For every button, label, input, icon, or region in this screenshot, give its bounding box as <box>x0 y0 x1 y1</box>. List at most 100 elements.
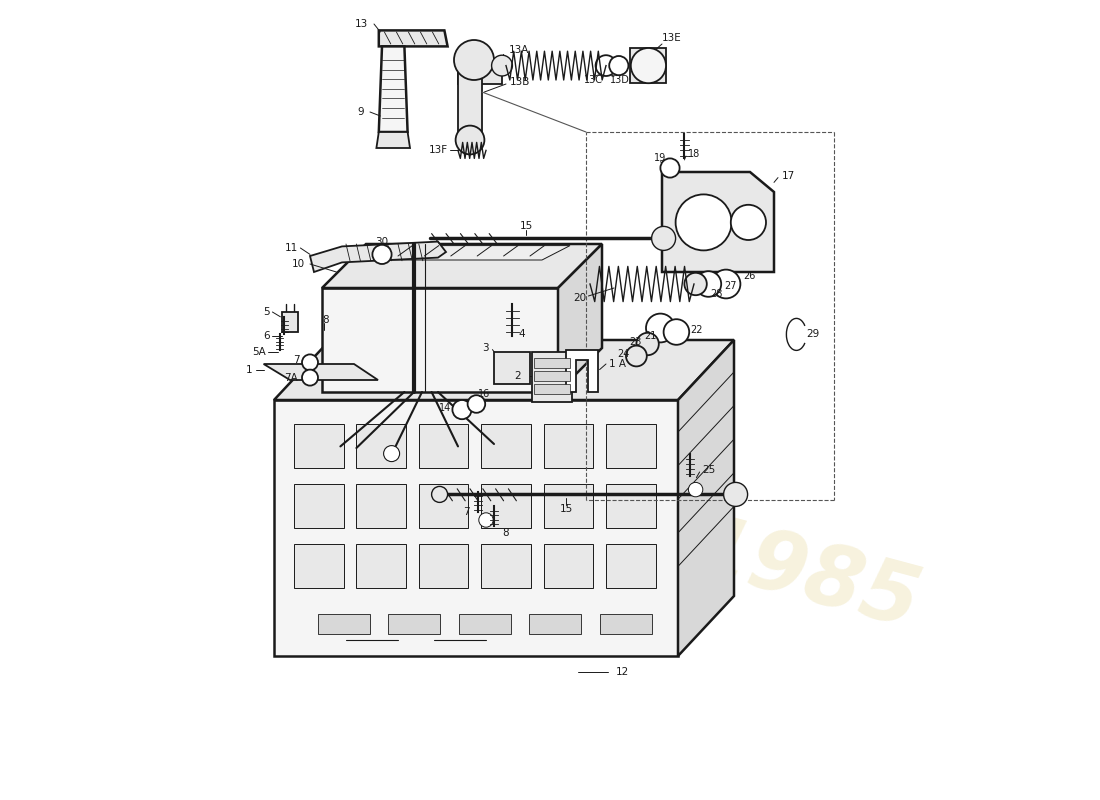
Circle shape <box>689 482 703 497</box>
Text: 17: 17 <box>782 171 795 181</box>
Text: 8: 8 <box>503 528 509 538</box>
Bar <box>481 424 531 468</box>
Bar <box>459 614 510 634</box>
Bar <box>481 484 531 528</box>
Polygon shape <box>558 244 602 392</box>
Text: 14: 14 <box>439 403 451 413</box>
Polygon shape <box>274 400 678 656</box>
Text: 21: 21 <box>644 331 657 341</box>
Text: 24: 24 <box>617 349 630 358</box>
Circle shape <box>609 56 628 75</box>
Circle shape <box>695 271 722 297</box>
Text: 8: 8 <box>322 315 329 325</box>
Text: 13B: 13B <box>510 77 530 86</box>
Text: 5A: 5A <box>252 347 266 357</box>
Text: 7: 7 <box>293 355 299 365</box>
Circle shape <box>651 226 675 250</box>
Polygon shape <box>378 30 448 46</box>
Circle shape <box>660 158 680 178</box>
Bar <box>543 424 593 468</box>
Text: 1: 1 <box>245 365 252 374</box>
Bar <box>294 544 343 588</box>
Text: 27: 27 <box>725 282 737 291</box>
Polygon shape <box>494 352 530 384</box>
Bar <box>606 424 656 468</box>
Circle shape <box>492 55 513 76</box>
Polygon shape <box>458 60 502 84</box>
Circle shape <box>626 346 647 366</box>
Polygon shape <box>458 60 482 140</box>
Polygon shape <box>630 48 666 83</box>
Text: 13E: 13E <box>662 34 682 43</box>
Circle shape <box>468 395 485 413</box>
Bar <box>529 614 581 634</box>
Polygon shape <box>282 312 298 332</box>
Bar <box>318 614 370 634</box>
Bar <box>294 424 343 468</box>
Circle shape <box>373 245 392 264</box>
Bar <box>294 484 343 528</box>
Circle shape <box>663 319 690 345</box>
Circle shape <box>684 273 707 295</box>
Polygon shape <box>662 172 774 272</box>
Bar <box>543 484 593 528</box>
Text: 19: 19 <box>654 154 667 163</box>
Bar <box>534 371 570 381</box>
Text: 7A: 7A <box>284 373 298 382</box>
Bar <box>534 384 570 394</box>
Polygon shape <box>376 132 410 148</box>
Text: 25: 25 <box>702 466 715 475</box>
Bar <box>606 544 656 588</box>
Circle shape <box>730 205 766 240</box>
Text: 29: 29 <box>806 330 820 339</box>
Bar <box>606 484 656 528</box>
Text: 23: 23 <box>629 338 641 347</box>
Text: 26: 26 <box>744 271 756 281</box>
Polygon shape <box>310 242 446 272</box>
Text: 5: 5 <box>263 307 270 317</box>
Bar <box>419 424 469 468</box>
Circle shape <box>478 513 493 527</box>
Text: 15: 15 <box>560 504 573 514</box>
Polygon shape <box>386 246 570 260</box>
Polygon shape <box>678 340 734 656</box>
Text: 11: 11 <box>285 243 298 253</box>
Polygon shape <box>322 244 602 288</box>
Circle shape <box>637 333 659 355</box>
Text: 20: 20 <box>573 294 586 303</box>
Text: 28: 28 <box>710 290 723 299</box>
Text: 13A: 13A <box>508 45 529 54</box>
Text: 15: 15 <box>519 221 532 230</box>
Text: 1 A: 1 A <box>609 359 626 369</box>
Text: 30: 30 <box>375 238 388 247</box>
Text: 7: 7 <box>463 507 470 517</box>
Text: a pa: a pa <box>284 530 431 590</box>
Text: 22: 22 <box>690 325 703 334</box>
Bar <box>419 484 469 528</box>
Polygon shape <box>532 352 572 402</box>
Circle shape <box>384 446 399 462</box>
Text: 9: 9 <box>358 107 364 117</box>
Text: 10: 10 <box>292 259 305 269</box>
Bar <box>419 544 469 588</box>
Circle shape <box>455 126 484 154</box>
Circle shape <box>712 270 740 298</box>
Bar <box>543 544 593 588</box>
Text: euro: euro <box>272 394 557 502</box>
Polygon shape <box>274 340 734 400</box>
Bar <box>600 614 651 634</box>
Circle shape <box>302 370 318 386</box>
Text: 18: 18 <box>688 149 700 158</box>
Circle shape <box>431 486 448 502</box>
Circle shape <box>452 400 472 419</box>
Text: 3: 3 <box>483 343 490 353</box>
Bar <box>534 358 570 368</box>
Text: 13C: 13C <box>584 75 603 85</box>
Circle shape <box>595 55 616 76</box>
Circle shape <box>675 194 732 250</box>
Text: 16: 16 <box>478 389 491 398</box>
Text: 13D: 13D <box>610 75 630 85</box>
Bar <box>388 614 440 634</box>
Polygon shape <box>322 288 558 392</box>
Text: 6: 6 <box>263 331 270 341</box>
